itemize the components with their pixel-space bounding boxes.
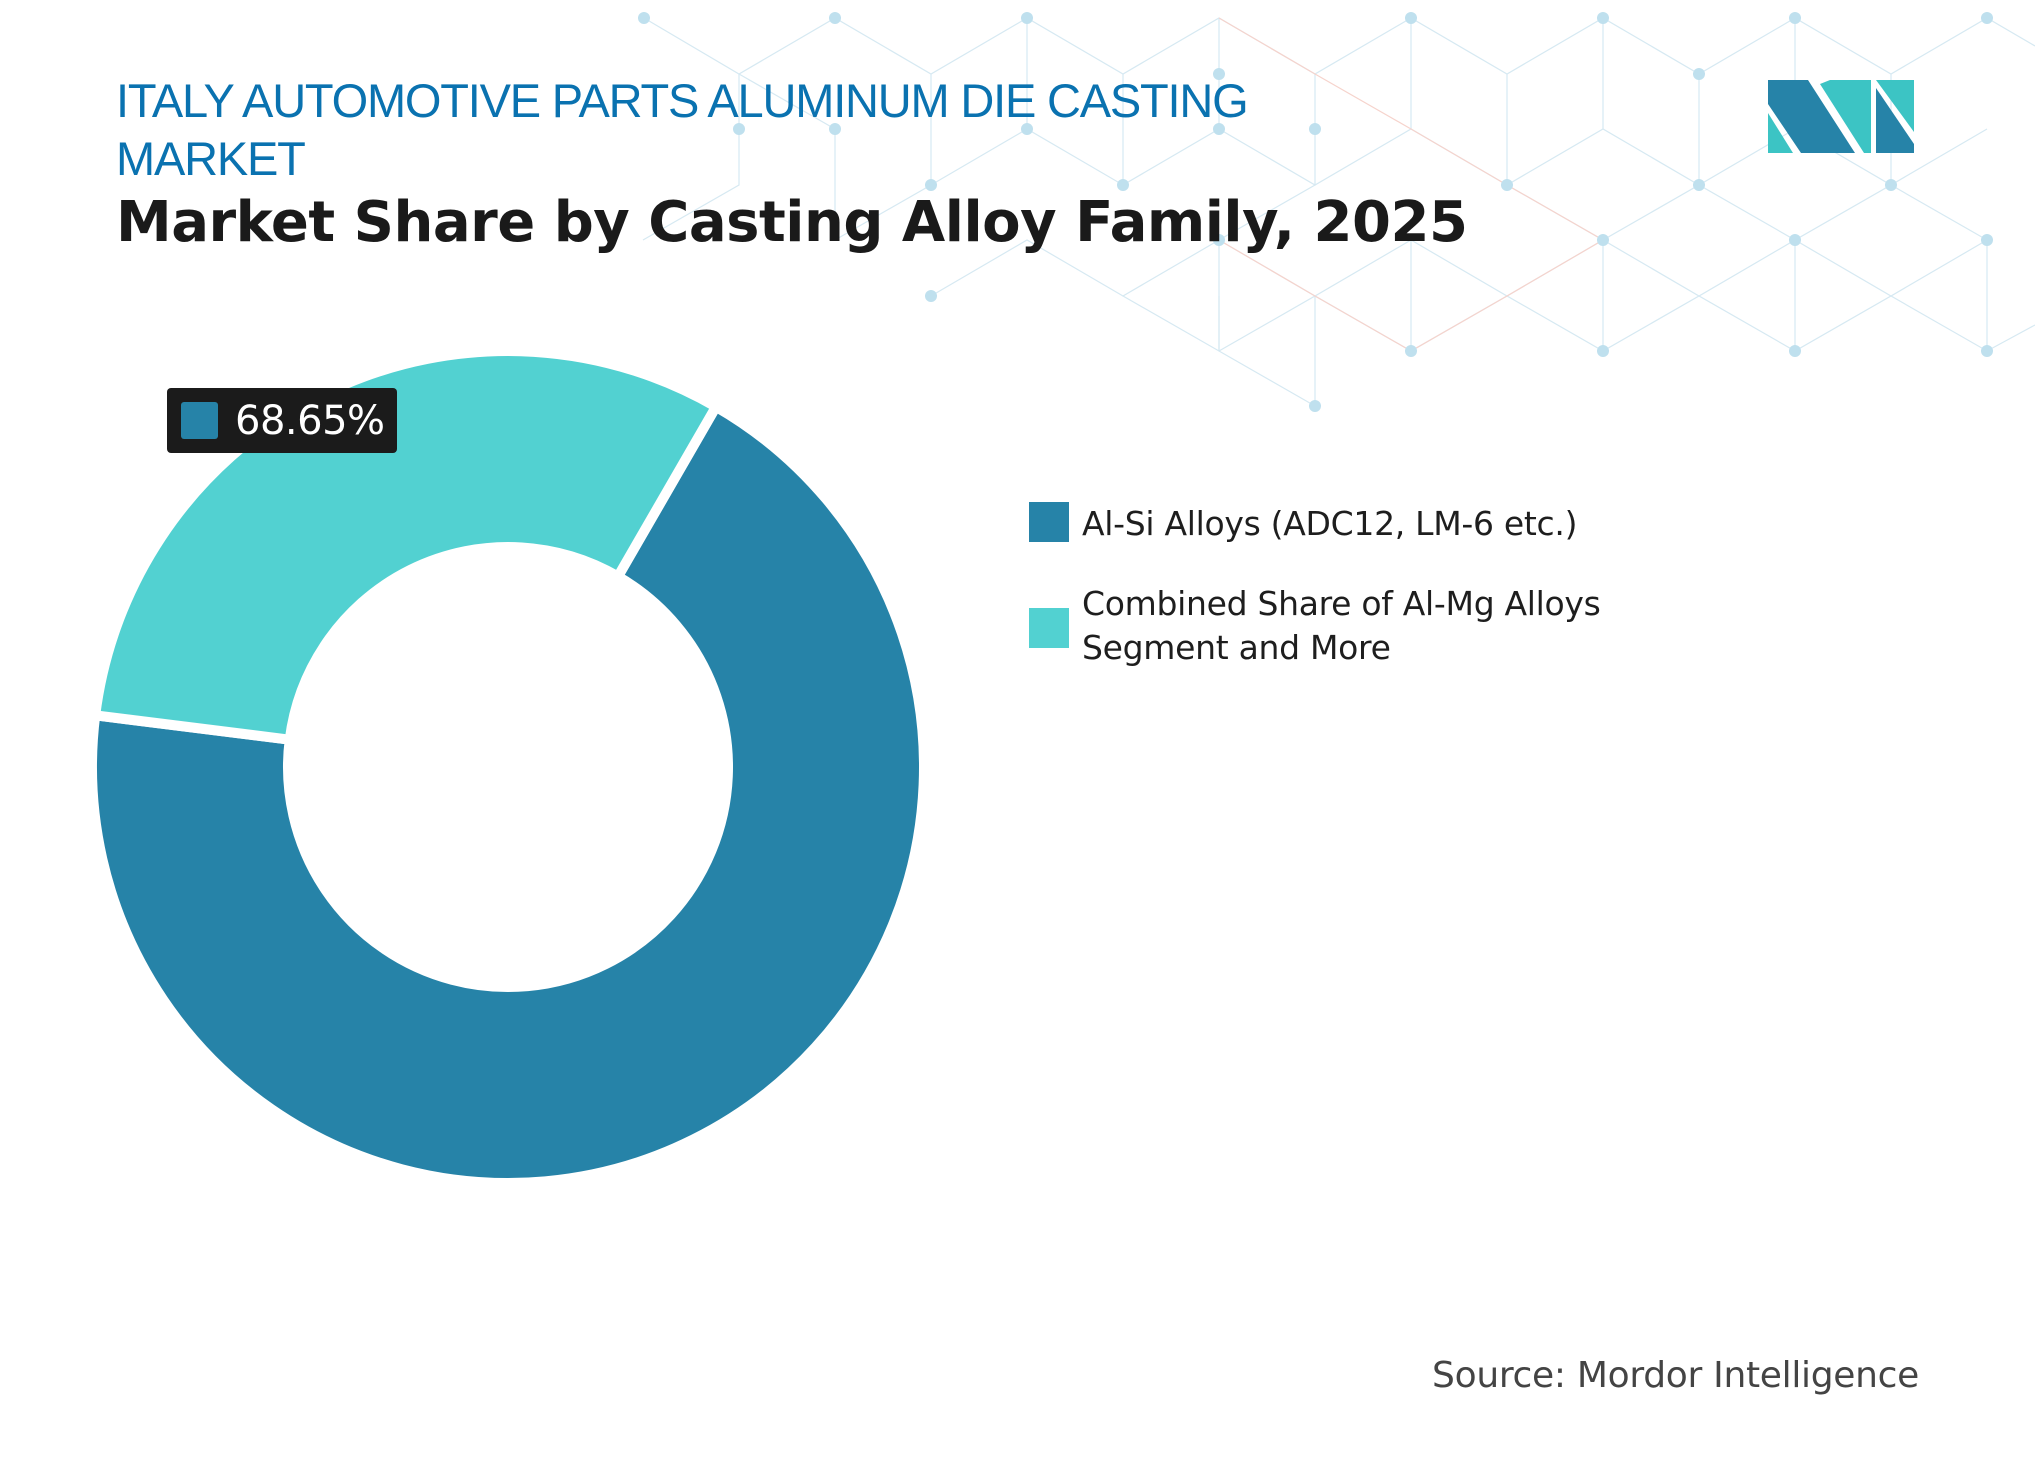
chart-title: Market Share by Casting Alloy Family, 20… <box>116 190 1468 255</box>
report-title-line-1: ITALY AUTOMOTIVE PARTS ALUMINUM DIE CAST… <box>116 74 1249 127</box>
mordor-intelligence-logo-icon <box>1768 80 1914 153</box>
data-label-swatch-icon <box>181 402 218 439</box>
source-credit: Source: Mordor Intelligence <box>1432 1355 1919 1396</box>
report-title-line-2: MARKET <box>116 132 306 185</box>
report-title: ITALY AUTOMOTIVE PARTS ALUMINUM DIE CAST… <box>116 72 1249 188</box>
legend-swatch-icon <box>1029 502 1069 542</box>
data-label-al-si: 68.65% <box>167 388 397 453</box>
data-label-value: 68.65% <box>235 397 385 444</box>
background-network-pattern <box>638 12 2035 412</box>
chart-legend: Al-Si Alloys (ADC12, LM-6 etc.) Combined… <box>1029 502 1702 706</box>
legend-item-al-mg-and-more[interactable]: Combined Share of Al-Mg Alloys Segment a… <box>1029 582 1702 670</box>
legend-item-al-si[interactable]: Al-Si Alloys (ADC12, LM-6 etc.) <box>1029 502 1702 546</box>
legend-label: Combined Share of Al-Mg Alloys Segment a… <box>1082 584 1601 667</box>
legend-swatch-icon <box>1029 608 1069 648</box>
donut-slice-0[interactable] <box>87 399 929 1188</box>
legend-label: Al-Si Alloys (ADC12, LM-6 etc.) <box>1082 504 1578 543</box>
